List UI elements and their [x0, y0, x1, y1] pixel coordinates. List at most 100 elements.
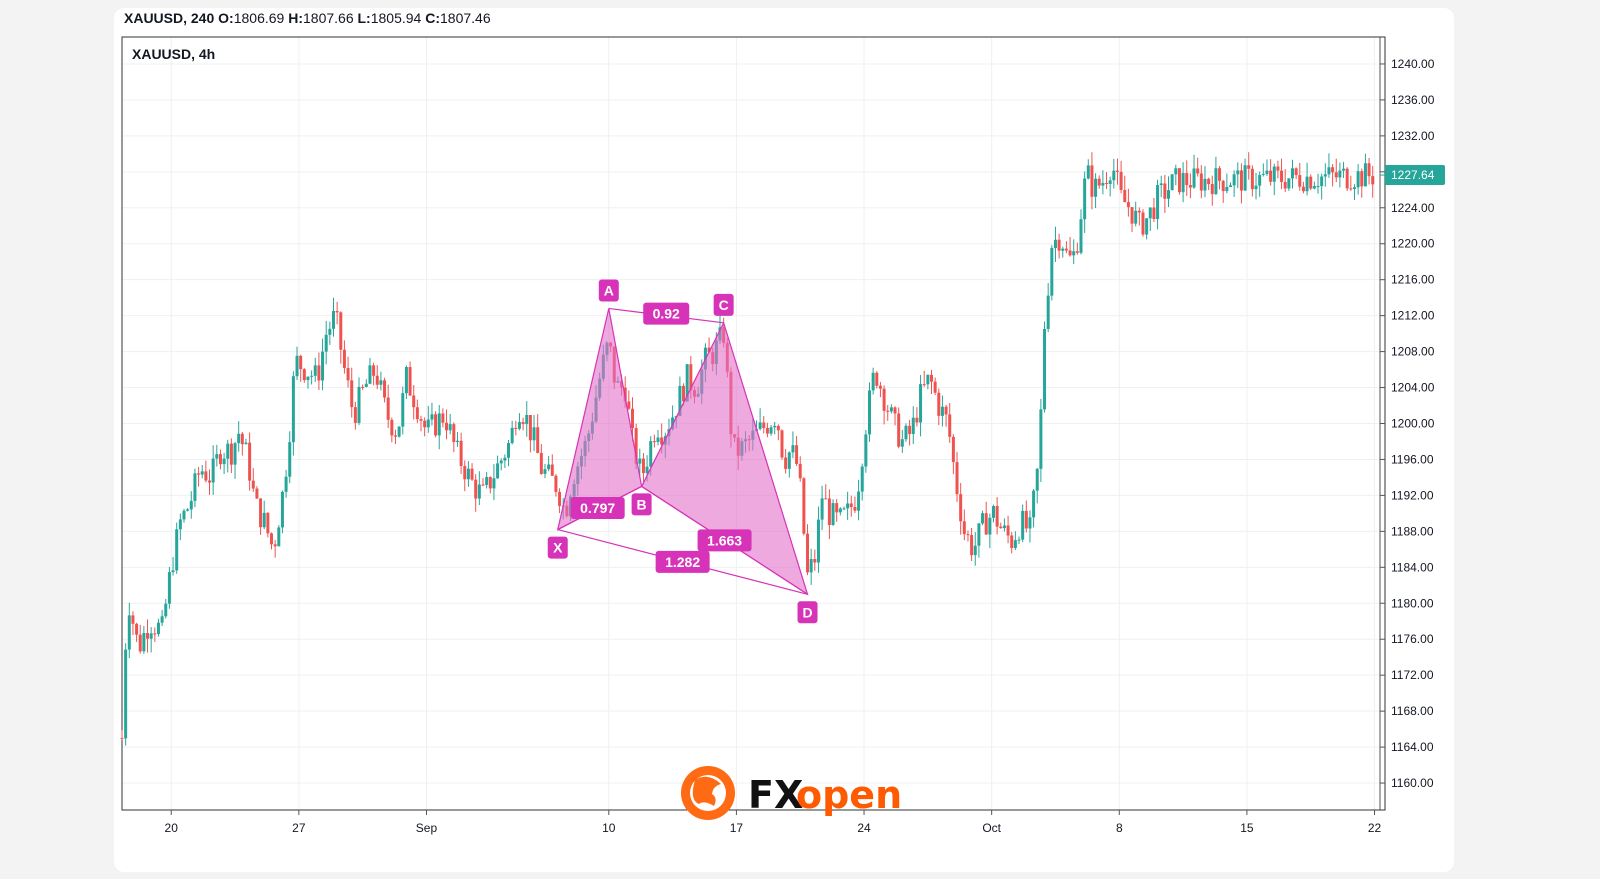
candle-body	[1105, 182, 1109, 184]
point-label: C	[719, 297, 729, 313]
candle-body	[966, 534, 970, 536]
candle-body	[248, 442, 252, 481]
candle-body	[310, 375, 314, 377]
candle-body	[146, 632, 150, 639]
candle-body	[554, 475, 558, 492]
candle-body	[911, 417, 915, 435]
y-tick-label: 1188.00	[1391, 524, 1434, 538]
candle-body	[1305, 176, 1309, 192]
candle-body	[1349, 188, 1353, 190]
point-label: A	[604, 282, 614, 298]
candle-body	[893, 407, 897, 414]
candle-body	[233, 443, 237, 465]
point-label-box	[631, 493, 652, 516]
candle-body	[463, 465, 467, 480]
y-tick-label: 1196.00	[1391, 452, 1434, 466]
ratio-label-box	[570, 496, 625, 519]
y-tick-label: 1240.00	[1391, 57, 1435, 71]
candle-body	[466, 468, 470, 480]
candle-body	[521, 422, 525, 425]
candle-body	[762, 422, 766, 428]
candle-body	[401, 393, 405, 427]
candle-body	[124, 649, 128, 739]
x-tick-label: 10	[602, 821, 616, 835]
y-tick-label: 1216.00	[1391, 273, 1435, 287]
x-tick-label: Oct	[982, 821, 1001, 835]
candle-body	[1188, 185, 1192, 188]
candle-body	[204, 471, 208, 481]
candle-body	[488, 477, 492, 489]
candle-body	[904, 425, 908, 440]
candle-body	[517, 422, 521, 429]
fxopen-logo: FX open	[681, 766, 902, 820]
candle-body	[1185, 173, 1189, 186]
candle-body	[926, 374, 930, 385]
candle-body	[528, 414, 532, 441]
candle-body	[372, 365, 376, 376]
y-tick-label: 1212.00	[1391, 309, 1435, 323]
ohlc-header: XAUUSD, 240 O:1806.69 H:1807.66 L:1805.9…	[124, 10, 491, 26]
candle-body	[1312, 186, 1316, 189]
candle-body	[441, 413, 445, 423]
candle-body	[791, 445, 795, 453]
candle-body	[503, 457, 507, 461]
candle-body	[1323, 174, 1327, 177]
candle-body	[543, 469, 547, 474]
candle-body	[507, 443, 511, 458]
candle-body	[1243, 165, 1247, 191]
candle-body	[222, 458, 226, 465]
candle-body	[1225, 187, 1229, 192]
candle-body	[499, 460, 503, 464]
harmonic-pattern[interactable]: 0.92 0.797 1.663 1.282 X A B C D	[547, 279, 818, 624]
open-label: O:	[218, 10, 234, 26]
candle-body	[149, 633, 153, 639]
candle-body	[1363, 163, 1367, 187]
ratio-label-box	[697, 529, 752, 552]
candle-body	[514, 427, 518, 429]
candle-body	[423, 420, 427, 428]
candle-body	[1210, 184, 1214, 195]
candle-body	[1061, 248, 1065, 251]
candle-body	[379, 380, 383, 385]
candle-body	[1276, 166, 1280, 171]
candle-body	[1075, 251, 1079, 253]
candle-body	[795, 445, 799, 464]
candle-body	[393, 435, 397, 437]
candle-body	[167, 572, 171, 604]
candle-body	[197, 473, 201, 475]
price-axis[interactable]: 1240.001236.001232.001228.001224.001220.…	[1379, 37, 1445, 810]
candle-body	[1345, 168, 1349, 189]
candle-body	[346, 367, 350, 381]
candle-body	[1301, 186, 1305, 192]
candle-body	[780, 430, 784, 458]
candle-body	[1123, 189, 1127, 203]
candle-body	[682, 385, 686, 402]
candle-body	[175, 529, 179, 571]
candle-body	[853, 507, 857, 511]
x-tick-label: Sep	[416, 821, 438, 835]
candle-body	[1280, 170, 1284, 182]
candle-body	[1269, 170, 1273, 182]
candle-body	[1112, 170, 1116, 181]
candle-body	[849, 503, 853, 508]
candle-body	[455, 440, 459, 443]
candle-body	[1338, 170, 1342, 178]
candle-body	[660, 437, 664, 445]
candle-body	[412, 395, 416, 408]
x-tick-label: 22	[1368, 821, 1382, 835]
time-axis[interactable]: 20 27 Sep 10 17 24 Oct 8 15 22	[165, 810, 1382, 835]
candle-body	[1017, 539, 1021, 541]
candle-body	[1356, 171, 1360, 188]
candle-body	[922, 384, 926, 386]
candle-body	[886, 410, 890, 412]
candle-body	[955, 462, 959, 495]
candle-body	[448, 424, 452, 431]
candle-body	[404, 367, 408, 394]
candle-body	[375, 375, 379, 385]
candle-body	[1203, 178, 1207, 191]
candle-body	[948, 414, 952, 437]
candle-body	[452, 424, 456, 443]
candle-body	[1316, 186, 1320, 188]
candle-body	[868, 390, 872, 435]
